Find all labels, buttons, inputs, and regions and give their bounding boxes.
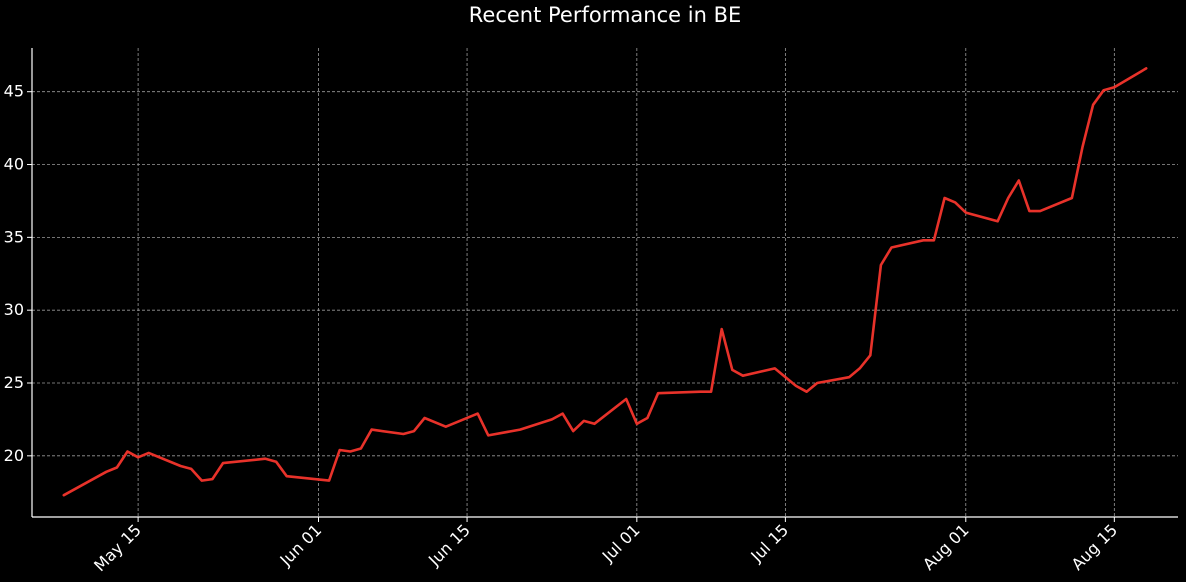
x-axis-ticks: May 15 Jun 01 Jun 15 Jul 01 Jul 15 Aug 01 Aug … xyxy=(90,517,1121,575)
y-tick-label: 30 xyxy=(4,300,24,319)
chart-title: Recent Performance in BE xyxy=(469,3,742,27)
y-axis-ticks: 20 25 30 35 40 45 xyxy=(4,82,32,465)
y-tick-label: 40 xyxy=(4,155,24,174)
series-line xyxy=(62,67,1148,497)
x-tick-label: Jul 15 xyxy=(746,520,792,566)
y-tick-label: 20 xyxy=(4,446,24,465)
y-tick-label: 25 xyxy=(4,373,24,392)
x-tick-label: Aug 15 xyxy=(1068,520,1122,574)
y-tick-label: 35 xyxy=(4,227,24,246)
x-tick-label: Jun 01 xyxy=(276,520,326,570)
x-tick-label: Aug 01 xyxy=(919,520,973,574)
series-layer xyxy=(62,67,1148,497)
axes xyxy=(31,48,1178,518)
grid xyxy=(32,48,1178,517)
y-tick-label: 45 xyxy=(4,82,24,101)
x-tick-label: May 15 xyxy=(90,520,145,575)
x-tick-label: Jun 15 xyxy=(424,520,474,570)
x-tick-label: Jul 01 xyxy=(598,520,644,566)
